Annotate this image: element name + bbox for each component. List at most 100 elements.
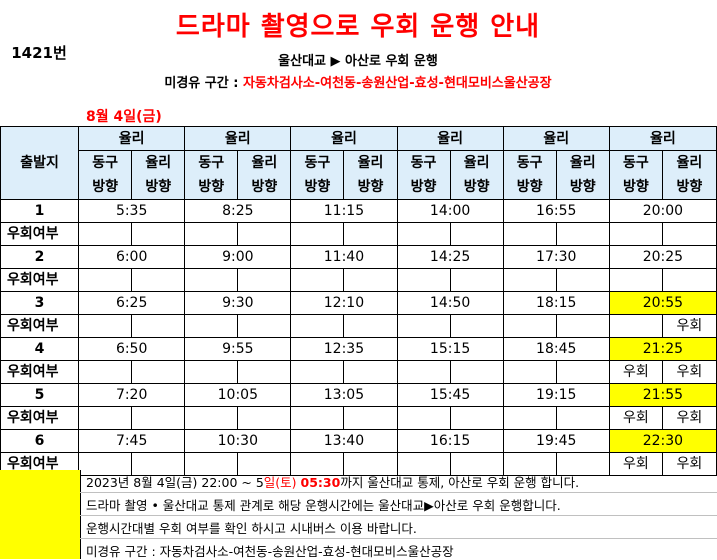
departure-time: 10:05 bbox=[184, 383, 292, 407]
direction-header-yulli: 율리 방향 bbox=[343, 150, 398, 200]
group-header: 율리 bbox=[290, 126, 398, 151]
departure-time: 19:45 bbox=[502, 429, 610, 453]
detour-status-cell bbox=[237, 222, 292, 246]
trip-number: 4 bbox=[0, 337, 80, 361]
direction-header-donggu: 동구 방향 bbox=[502, 150, 557, 200]
trip-number: 2 bbox=[0, 245, 80, 269]
page-title: 드라마 촬영으로 우회 운행 안내 bbox=[175, 12, 541, 42]
detour-status-cell bbox=[555, 222, 610, 246]
detour-status-cell bbox=[502, 222, 557, 246]
detour-status-cell bbox=[449, 360, 504, 384]
detour-status-cell bbox=[290, 314, 345, 338]
detour-status-cell bbox=[184, 360, 239, 384]
depart-header: 출발지 bbox=[0, 126, 80, 200]
direction-label: 율리 bbox=[569, 155, 596, 171]
direction-header-yulli: 율리 방향 bbox=[449, 150, 504, 200]
notice-separator bbox=[80, 492, 717, 493]
detour-status-cell bbox=[184, 452, 239, 476]
direction-label: 방향 bbox=[622, 179, 649, 195]
detour-status-cell bbox=[449, 268, 504, 292]
notice-line-1-time: 05:30 bbox=[300, 475, 341, 490]
detour-status-cell bbox=[184, 406, 239, 430]
route-number: 1421번 bbox=[11, 43, 67, 62]
direction-header-donggu: 동구 방향 bbox=[290, 150, 345, 200]
detour-status-cell bbox=[343, 222, 398, 246]
group-header: 율리 bbox=[396, 126, 504, 151]
direction-label: 방향 bbox=[676, 179, 703, 195]
detour-status-cell bbox=[608, 268, 663, 292]
direction-label: 방향 bbox=[198, 179, 225, 195]
skipped-section: 미경유 구간 : 자동차검사소-여천동-송원산업-효성-현대모비스울산공장 bbox=[78, 72, 638, 91]
detour-status-cell bbox=[131, 360, 186, 384]
detour-status-cell bbox=[661, 222, 717, 246]
detour-status-cell bbox=[396, 222, 451, 246]
direction-label: 율리 bbox=[676, 155, 703, 171]
direction-label: 방향 bbox=[569, 179, 596, 195]
detour-status-cell bbox=[396, 268, 451, 292]
detour-status-cell bbox=[502, 268, 557, 292]
departure-time: 8:25 bbox=[184, 199, 292, 223]
departure-time: 21:25 bbox=[608, 337, 717, 361]
group-header: 율리 bbox=[608, 126, 717, 151]
direction-label: 방향 bbox=[463, 179, 490, 195]
detour-status-cell bbox=[555, 452, 610, 476]
detour-status-cell bbox=[131, 222, 186, 246]
detour-status-cell bbox=[78, 406, 133, 430]
direction-label: 방향 bbox=[92, 179, 118, 195]
direction-label: 율리 bbox=[251, 155, 278, 171]
detour-status-cell bbox=[131, 406, 186, 430]
direction-label: 방향 bbox=[304, 179, 331, 195]
group-header: 율리 bbox=[502, 126, 610, 151]
departure-time: 7:45 bbox=[78, 429, 186, 453]
direction-label: 방향 bbox=[410, 179, 437, 195]
departure-time: 14:00 bbox=[396, 199, 504, 223]
departure-time: 18:15 bbox=[502, 291, 610, 315]
detour-status-cell bbox=[290, 452, 345, 476]
detour-status-label: 우회여부 bbox=[0, 360, 80, 384]
detour-status-cell bbox=[184, 268, 239, 292]
detour-status-cell bbox=[555, 314, 610, 338]
departure-time: 13:05 bbox=[290, 383, 398, 407]
notice-line-1-part-b: 일(토) bbox=[263, 475, 301, 490]
departure-time: 12:35 bbox=[290, 337, 398, 361]
notice-section: 2023년 8월 4일(금) 22:00 ~ 5일(토) 05:30까지 울산대… bbox=[0, 470, 717, 559]
detour-status-cell bbox=[131, 314, 186, 338]
departure-time: 15:15 bbox=[396, 337, 504, 361]
detour-status-cell bbox=[343, 406, 398, 430]
direction-label: 방향 bbox=[251, 179, 278, 195]
departure-time: 15:45 bbox=[396, 383, 504, 407]
detour-status-label: 우회여부 bbox=[0, 268, 80, 292]
detour-status-label: 우회여부 bbox=[0, 406, 80, 430]
direction-label: 동구 bbox=[410, 155, 437, 171]
skipped-section-label: 미경유 구간 : bbox=[164, 76, 243, 91]
detour-status-cell bbox=[237, 314, 292, 338]
detour-status-cell bbox=[449, 314, 504, 338]
detour-status-cell bbox=[78, 360, 133, 384]
direction-label: 동구 bbox=[198, 155, 225, 171]
departure-time: 6:00 bbox=[78, 245, 186, 269]
direction-label: 율리 bbox=[357, 155, 384, 171]
departure-time: 16:15 bbox=[396, 429, 504, 453]
detour-status-cell bbox=[555, 406, 610, 430]
departure-time: 9:00 bbox=[184, 245, 292, 269]
departure-time: 22:30 bbox=[608, 429, 717, 453]
detour-status-label: 우회여부 bbox=[0, 222, 80, 246]
detour-status-cell bbox=[396, 406, 451, 430]
departure-time: 11:40 bbox=[290, 245, 398, 269]
direction-label: 동구 bbox=[92, 155, 118, 171]
detour-status-cell bbox=[78, 314, 133, 338]
detour-status-cell bbox=[290, 360, 345, 384]
detour-status-cell bbox=[78, 452, 133, 476]
detour-status-cell bbox=[449, 406, 504, 430]
detour-status-cell bbox=[343, 452, 398, 476]
detour-route-subtitle: 울산대교 ▶ 아산로 우회 운행 bbox=[278, 54, 438, 69]
detour-status-cell bbox=[343, 268, 398, 292]
trip-number: 1 bbox=[0, 199, 80, 223]
departure-time: 7:20 bbox=[78, 383, 186, 407]
departure-time: 9:55 bbox=[184, 337, 292, 361]
notice-line-1: 2023년 8월 4일(금) 22:00 ~ 5일(토) 05:30까지 울산대… bbox=[86, 472, 579, 491]
group-header: 율리 bbox=[78, 126, 186, 151]
